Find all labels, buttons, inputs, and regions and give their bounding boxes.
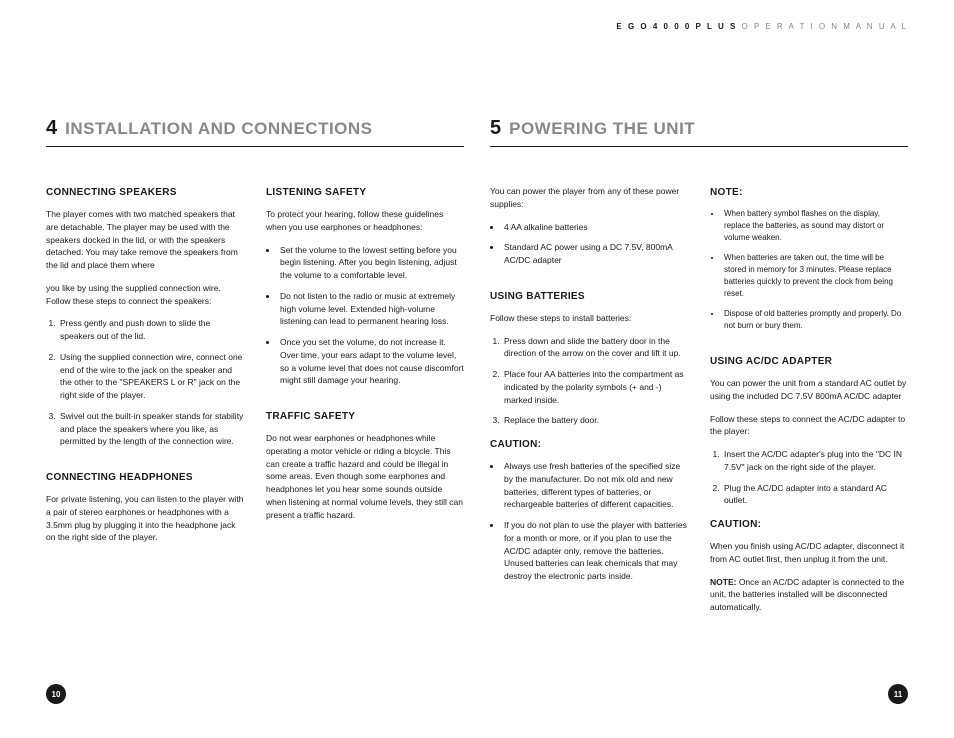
list-item: Standard AC power using a DC 7.5V, 800mA…	[502, 241, 688, 267]
connecting-headphones-heading: CONNECTING HEADPHONES	[46, 470, 244, 485]
right-page: 5 POWERING THE UNIT You can power the pl…	[490, 117, 908, 624]
caution-heading: CAUTION:	[490, 437, 688, 452]
section-header-left: 4 INSTALLATION AND CONNECTIONS	[46, 117, 464, 147]
left-col-2: LISTENING SAFETY To protect your hearing…	[266, 185, 464, 554]
list-item: If you do not plan to use the player wit…	[502, 519, 688, 583]
body-text: For private listening, you can listen to…	[46, 493, 244, 544]
list-item: When battery symbol flashes on the displ…	[722, 208, 908, 244]
body-text: The player comes with two matched speake…	[46, 208, 244, 272]
section-title: INSTALLATION AND CONNECTIONS	[65, 119, 372, 139]
battery-steps: Press down and slide the battery door in…	[490, 335, 688, 428]
body-text: you like by using the supplied connectio…	[46, 282, 244, 308]
body-text: To protect your hearing, follow these gu…	[266, 208, 464, 234]
list-item: Place four AA batteries into the compart…	[502, 368, 688, 406]
product-name: E G O 4 0 0 0 P L U S	[616, 22, 737, 31]
note-text: Once an AC/DC adapter is connected to th…	[710, 577, 904, 613]
left-page: 4 INSTALLATION AND CONNECTIONS CONNECTIN…	[46, 117, 464, 624]
right-col-2: NOTE: When battery symbol flashes on the…	[710, 185, 908, 624]
body-text: You can power the unit from a standard A…	[710, 377, 908, 403]
left-columns: CONNECTING SPEAKERS The player comes wit…	[46, 185, 464, 554]
list-item: Plug the AC/DC adapter into a standard A…	[722, 482, 908, 508]
header-label: O P E R A T I O N M A N U A L	[737, 22, 908, 31]
speaker-steps: Press gently and push down to slide the …	[46, 317, 244, 448]
body-text: Do not wear earphones or headphones whil…	[266, 432, 464, 521]
power-supply-list: 4 AA alkaline batteries Standard AC powe…	[490, 221, 688, 267]
header: E G O 4 0 0 0 P L U S O P E R A T I O N …	[46, 22, 908, 31]
section-title: POWERING THE UNIT	[509, 119, 695, 139]
list-item: When batteries are taken out, the time w…	[722, 252, 908, 300]
page-number-left: 10	[46, 684, 66, 704]
list-item: Insert the AC/DC adapter's plug into the…	[722, 448, 908, 474]
note-label: NOTE:	[710, 577, 739, 587]
list-item: Press gently and push down to slide the …	[58, 317, 244, 343]
listening-safety-heading: LISTENING SAFETY	[266, 185, 464, 200]
list-item: Press down and slide the battery door in…	[502, 335, 688, 361]
body-text: Follow these steps to install batteries:	[490, 312, 688, 325]
body-text: When you finish using AC/DC adapter, dis…	[710, 540, 908, 566]
caution-heading: CAUTION:	[710, 517, 908, 532]
list-item: Replace the battery door.	[502, 414, 688, 427]
note-paragraph: NOTE: Once an AC/DC adapter is connected…	[710, 576, 908, 614]
caution-list: Always use fresh batteries of the specif…	[490, 460, 688, 583]
body-text: You can power the player from any of the…	[490, 185, 688, 211]
note-heading: NOTE:	[710, 185, 908, 200]
list-item: Do not listen to the radio or music at e…	[278, 290, 464, 328]
left-col-1: CONNECTING SPEAKERS The player comes wit…	[46, 185, 244, 554]
body-text: Follow these steps to connect the AC/DC …	[710, 413, 908, 439]
connecting-speakers-heading: CONNECTING SPEAKERS	[46, 185, 244, 200]
list-item: Dispose of old batteries promptly and pr…	[722, 308, 908, 332]
safety-list: Set the volume to the lowest setting bef…	[266, 244, 464, 388]
traffic-safety-heading: TRAFFIC SAFETY	[266, 409, 464, 424]
section-number: 5	[490, 117, 501, 140]
list-item: 4 AA alkaline batteries	[502, 221, 688, 234]
section-header-right: 5 POWERING THE UNIT	[490, 117, 908, 147]
list-item: Swivel out the built-in speaker stands f…	[58, 410, 244, 448]
content: 4 INSTALLATION AND CONNECTIONS CONNECTIN…	[46, 117, 908, 624]
note-list: When battery symbol flashes on the displ…	[710, 208, 908, 332]
list-item: Once you set the volume, do not increase…	[278, 336, 464, 387]
list-item: Using the supplied connection wire, conn…	[58, 351, 244, 402]
list-item: Set the volume to the lowest setting bef…	[278, 244, 464, 282]
page-number-right: 11	[888, 684, 908, 704]
list-item: Always use fresh batteries of the specif…	[502, 460, 688, 511]
right-col-1: You can power the player from any of the…	[490, 185, 688, 624]
using-batteries-heading: USING BATTERIES	[490, 289, 688, 304]
section-number: 4	[46, 117, 57, 140]
using-adapter-heading: USING AC/DC ADAPTER	[710, 354, 908, 369]
right-columns: You can power the player from any of the…	[490, 185, 908, 624]
adapter-steps: Insert the AC/DC adapter's plug into the…	[710, 448, 908, 507]
